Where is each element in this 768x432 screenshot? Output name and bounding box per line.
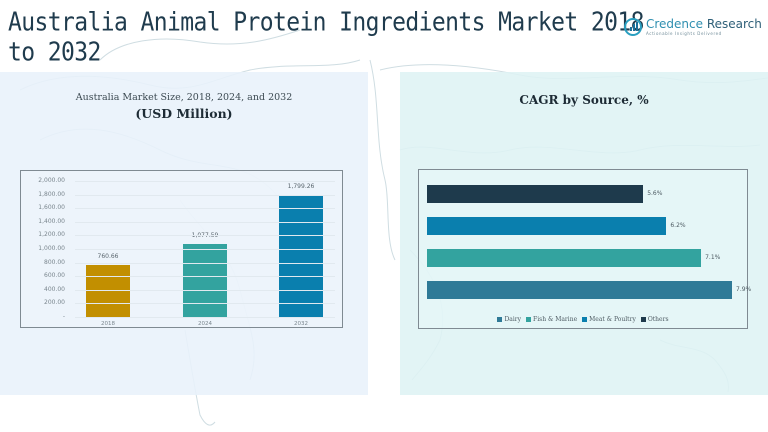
gridline: [75, 181, 335, 182]
gridline: [75, 317, 335, 318]
legend-swatch-icon: [526, 317, 532, 322]
bar-2032: [279, 194, 323, 317]
gridline: [75, 194, 335, 196]
hbar-value-label: 7.9%: [736, 286, 752, 293]
y-tick-label: 400.00: [44, 285, 65, 293]
gridline: [75, 235, 335, 237]
market-size-panel: Australia Market Size, 2018, 2024, and 2…: [0, 72, 368, 395]
hbar-others: [427, 185, 644, 203]
hbar-area: 5.6% 6.2% 7.1% 7.9%: [419, 170, 751, 310]
bar-value-label: 760.66: [97, 253, 119, 261]
y-tick-label: 1,000.00: [38, 245, 65, 252]
hbar-dairy: [427, 281, 732, 299]
y-tick-label: 1,400.00: [38, 217, 65, 225]
y-tick-label: 1,600.00: [38, 204, 65, 212]
credence-research-logo: Credence Research Actionable Insights De…: [624, 14, 762, 40]
hbar-value-label: 5.6%: [647, 190, 663, 197]
y-tick-label: 1,200.00: [38, 231, 65, 239]
x-tick-label: 2024: [198, 321, 212, 327]
cagr-chart-title: CAGR by Source, %: [519, 93, 649, 107]
market-size-units: (USD Million): [135, 106, 233, 121]
page-title: Australia Animal Protein Ingredients Mar…: [8, 8, 644, 68]
hbar-value-label: 7.1%: [705, 254, 721, 261]
legend-label: Meat & Poultry: [589, 316, 636, 323]
y-tick-label: 2,000.00: [38, 177, 65, 184]
bar-value-label: 1,077.59: [170, 232, 240, 239]
cagr-chart: 5.6% 6.2% 7.1% 7.9% Dairy Fish & Marine Meat …: [418, 169, 751, 329]
y-tick-label: 800.00: [44, 258, 65, 266]
gridline: [75, 262, 335, 264]
legend-label: Others: [647, 316, 669, 323]
y-tick-label: 200.00: [44, 299, 65, 307]
logo-tagline: Actionable Insights Delivered: [646, 30, 722, 36]
bar-2018: [86, 265, 130, 317]
hbar-meat-poultry: [427, 217, 667, 235]
legend-swatch-icon: [582, 317, 588, 322]
gridline: [75, 289, 335, 291]
market-size-chart: 2,000.00 1,800.00 1,600.00 1,400.00 1,200.00…: [20, 170, 343, 328]
legend-item: Meat & Poultry: [582, 316, 636, 323]
plot-area: 760.66 2018 1,077.59 2024 1,799.26 2032: [75, 181, 335, 327]
bar-chart-logo-icon: [624, 18, 642, 36]
gridline: [75, 276, 335, 278]
bar-value-label: 1,799.26: [287, 182, 315, 190]
bar-2024: [183, 243, 227, 317]
legend-item: Others: [640, 316, 669, 323]
chart-legend: Dairy Fish & Marine Meat & Poultry Others: [419, 316, 747, 323]
y-tick-label: 1,800.00: [38, 190, 65, 198]
hbar-fish-marine: [427, 249, 702, 267]
legend-label: Dairy: [504, 316, 522, 323]
gridline: [75, 221, 335, 223]
x-tick-label: 2032: [294, 321, 308, 327]
y-tick-label: 600.00: [44, 272, 65, 280]
market-size-chart-title: Australia Market Size, 2018, 2024, and 2…: [75, 92, 293, 103]
hbar-value-label: 6.2%: [670, 222, 686, 229]
gridline: [75, 208, 335, 210]
legend-swatch-icon: [497, 317, 503, 322]
y-axis: 2,000.00 1,800.00 1,600.00 1,400.00 1,200.00…: [21, 171, 65, 327]
gridline: [75, 249, 335, 250]
x-tick-label: 2018: [101, 321, 115, 327]
logo-name: Credence Research: [646, 16, 762, 31]
cagr-panel: CAGR by Source, % 5.6% 6.2% 7.1% 7.9% Dairy…: [400, 72, 768, 395]
y-tick-label: -: [62, 313, 65, 320]
legend-swatch-icon: [640, 317, 646, 322]
legend-label: Fish & Marine: [533, 316, 578, 323]
legend-item: Fish & Marine: [526, 316, 577, 323]
legend-item: Dairy: [497, 316, 521, 323]
gridline: [75, 303, 335, 305]
